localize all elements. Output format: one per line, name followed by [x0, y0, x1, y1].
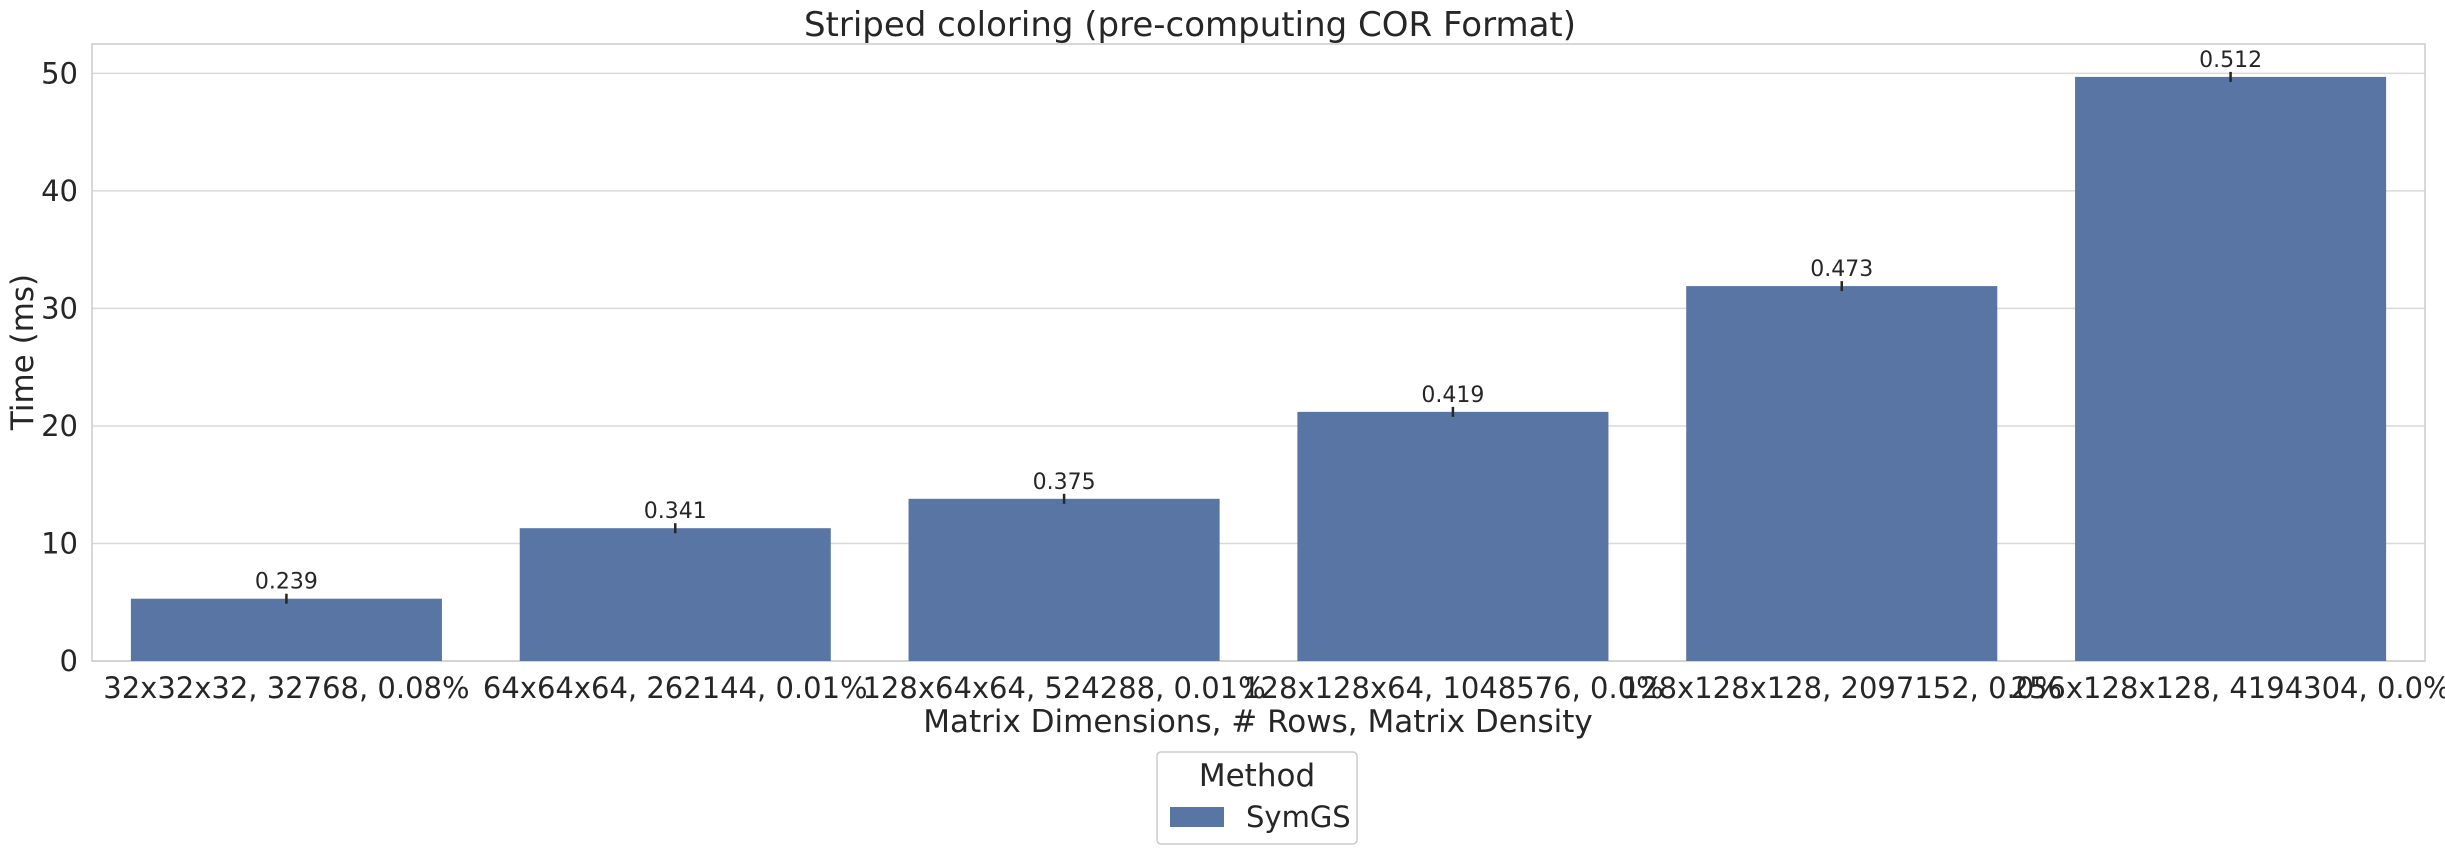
- y-tick-labels: 0 10 20 30 40 50: [41, 56, 78, 678]
- bar-5: [2075, 76, 2387, 661]
- plot-area-frame: [91, 43, 2426, 662]
- bar-4: [1686, 286, 1998, 661]
- y-tick-1: 10: [41, 526, 78, 560]
- legend-title: Method: [1199, 758, 1315, 794]
- y-tick-0: 0: [60, 644, 78, 678]
- bar-1: [519, 528, 831, 661]
- data-label-1: 0.341: [644, 499, 707, 524]
- data-label-4: 0.473: [1810, 257, 1873, 282]
- y-tick-4: 40: [41, 174, 78, 208]
- data-label-2: 0.375: [1033, 470, 1096, 495]
- data-label-5: 0.512: [2199, 48, 2262, 73]
- legend-swatch-symgs: [1170, 807, 1224, 827]
- bar-3: [1297, 411, 1609, 661]
- y-tick-5: 50: [41, 56, 78, 90]
- data-label-3: 0.419: [1421, 383, 1484, 408]
- x-tick-3: 128x128x64, 1048576, 0.0%: [1242, 671, 1664, 705]
- legend: Method SymGS: [1156, 751, 1358, 845]
- chart-title: Striped coloring (pre-computing COR Form…: [804, 5, 1576, 45]
- y-axis-label: Time (ms): [5, 274, 41, 431]
- bar-2: [908, 498, 1220, 661]
- bar-0: [130, 598, 442, 661]
- y-tick-3: 30: [41, 291, 78, 325]
- legend-label-symgs: SymGS: [1246, 800, 1351, 834]
- x-tick-5: 256x128x128, 4194304, 0.0%: [2011, 671, 2445, 705]
- x-tick-4: 128x128x128, 2097152, 0.0%: [1622, 671, 2062, 705]
- bars: 0.239 0.341 0.375 0.419 0.473 0.512: [130, 48, 2387, 661]
- x-tick-2: 128x64x64, 524288, 0.01%: [862, 671, 1265, 705]
- x-tick-1: 64x64x64, 262144, 0.01%: [483, 671, 868, 705]
- data-label-0: 0.239: [255, 570, 318, 595]
- x-tick-0: 32x32x32, 32768, 0.08%: [103, 671, 469, 705]
- x-axis-label: Matrix Dimensions, # Rows, Matrix Densit…: [923, 704, 1593, 740]
- x-tick-labels: 32x32x32, 32768, 0.08% 64x64x64, 262144, …: [103, 671, 2445, 705]
- y-tick-2: 20: [41, 409, 78, 443]
